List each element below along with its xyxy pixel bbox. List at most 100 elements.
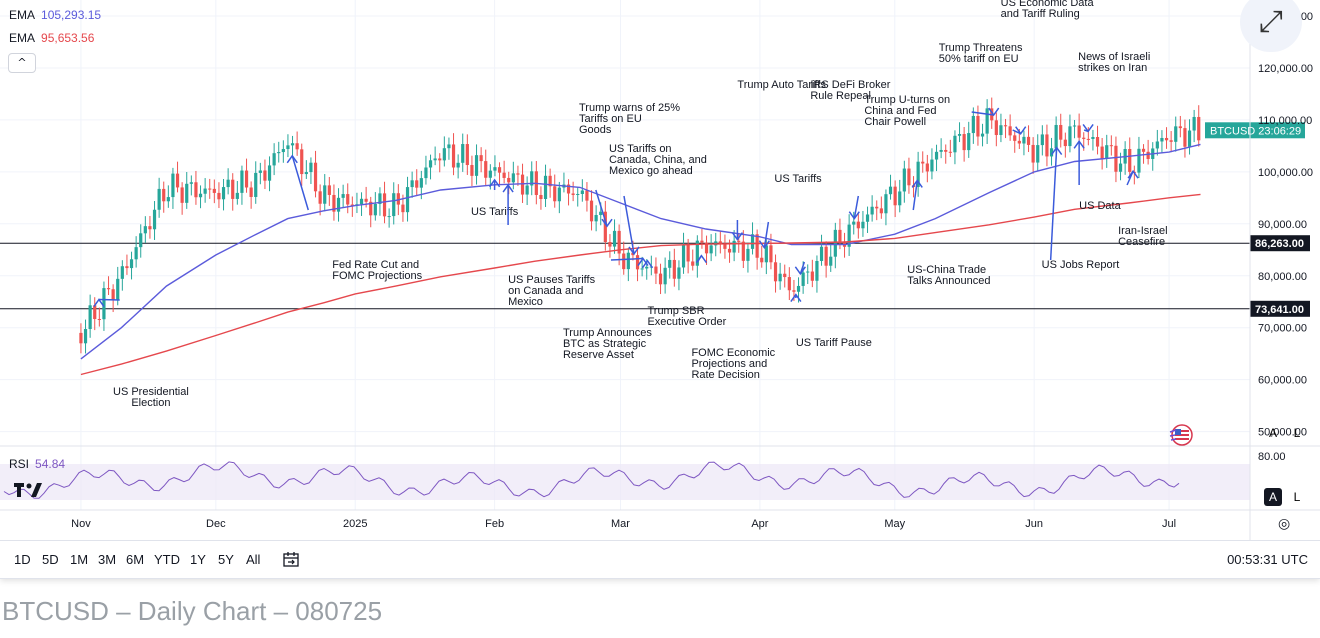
annotation-arrowhead <box>695 254 708 264</box>
price-tick-label: 80,000.00 <box>1258 271 1307 283</box>
price-tick-label: 110,000.00 <box>1258 115 1312 127</box>
candle-body <box>999 125 1003 136</box>
candle-body <box>1008 126 1012 136</box>
candle-body <box>1187 130 1192 147</box>
candle-body <box>994 120 998 136</box>
candle-body <box>971 115 975 134</box>
candle-body <box>484 161 488 178</box>
candle-body <box>290 143 295 146</box>
annotation-label: US-China Trade Talks Announced <box>907 264 990 287</box>
candle-body <box>415 180 419 188</box>
candle-body <box>543 175 548 200</box>
annotation-label: Trump SBR Executive Order <box>647 305 726 328</box>
time-tick-label: May <box>884 518 905 530</box>
candle-body <box>741 241 745 261</box>
candle-body <box>511 173 515 183</box>
time-tick-label: Dec <box>206 518 226 530</box>
log-scale-button[interactable]: L <box>1293 426 1301 440</box>
candle-body <box>212 188 216 193</box>
annotation-arrow <box>763 221 770 248</box>
candle-body <box>152 209 157 230</box>
candle-body <box>346 194 350 205</box>
candle-body <box>677 267 681 279</box>
candle-body <box>244 170 249 188</box>
range-button-5y[interactable]: 5Y <box>218 552 234 567</box>
candle-body <box>1040 134 1044 146</box>
candle-body <box>336 197 341 212</box>
symbol-price-tag <box>1205 122 1305 139</box>
price-level-label: 86,263.00 <box>1255 238 1304 250</box>
rsi-auto-scale-button[interactable]: A <box>1264 488 1282 506</box>
candle-body <box>106 288 111 290</box>
candle-body <box>405 187 410 213</box>
candle-body <box>870 206 874 215</box>
candle-body <box>819 246 824 261</box>
range-button-all[interactable]: All <box>246 552 261 567</box>
candle-body <box>502 172 506 178</box>
candle-body <box>208 188 212 190</box>
time-tick-label: Mar <box>611 518 630 530</box>
candle-body <box>626 252 630 270</box>
range-button-1d[interactable]: 1D <box>14 552 31 567</box>
us-flag-icon[interactable] <box>1168 424 1194 446</box>
candle-body <box>824 246 828 266</box>
candle-body <box>580 190 584 194</box>
annotation-label: US Economic Data and Tariff Ruling <box>1001 0 1095 20</box>
annotation-arrowhead <box>790 293 802 303</box>
range-button-6m[interactable]: 6M <box>126 552 145 567</box>
candle-body <box>1146 151 1150 159</box>
ema-slow-line <box>80 193 1201 376</box>
candle-body <box>88 305 92 330</box>
annotation-label: FOMC Economic Projections and Rate Decisio… <box>691 347 775 381</box>
candle-body <box>300 149 304 175</box>
utc-clock[interactable]: 00:53:31 UTC <box>1227 552 1308 567</box>
annotation-arrowhead <box>1082 123 1094 133</box>
candle-body <box>258 170 262 173</box>
annotation-arrowhead <box>641 259 654 269</box>
annotation-label: Fed Rate Cut and FOMC Projections <box>332 259 422 282</box>
candle-body <box>907 168 911 186</box>
candle-body <box>727 248 732 253</box>
calendar-goto-icon[interactable] <box>282 551 300 569</box>
candle-body <box>198 193 203 198</box>
auto-scale-button[interactable]: A <box>1268 426 1277 440</box>
candle-body <box>194 182 198 198</box>
candle-body <box>847 224 851 247</box>
candle-body <box>612 230 617 247</box>
candle-body <box>1072 125 1077 127</box>
candle-body <box>516 173 520 175</box>
candle-body <box>723 244 727 249</box>
range-button-ytd[interactable]: YTD <box>154 552 180 567</box>
candle-body <box>1169 140 1173 142</box>
candle-body <box>861 221 865 229</box>
candle-body <box>240 170 244 193</box>
candle-body <box>888 186 893 195</box>
chevron-up-icon[interactable]: ^ <box>8 53 36 73</box>
candle-body <box>318 191 322 204</box>
candle-body <box>433 158 437 161</box>
range-button-1m[interactable]: 1M <box>70 552 89 567</box>
candle-body <box>520 174 525 195</box>
candle-body <box>976 115 980 137</box>
candle-body <box>1114 145 1118 172</box>
candle-body <box>691 261 695 266</box>
range-button-5d[interactable]: 5D <box>42 552 59 567</box>
annotation-arrow <box>623 195 635 255</box>
candle-body <box>1137 148 1141 173</box>
range-button-3m[interactable]: 3M <box>98 552 117 567</box>
expand-icon[interactable]: ⤢ <box>1240 0 1302 52</box>
candle-body <box>750 234 755 249</box>
candle-body <box>833 229 837 257</box>
candle-body <box>603 211 607 243</box>
settings-icon[interactable]: ◎ <box>1278 516 1291 532</box>
ema-fast-value: 105,293.15 <box>41 8 102 22</box>
candle-body <box>810 271 814 281</box>
candle-body <box>530 171 534 186</box>
range-button-1y[interactable]: 1Y <box>190 552 206 567</box>
candle-body <box>83 329 88 344</box>
rsi-log-scale-button[interactable]: L <box>1293 490 1301 504</box>
price-chart[interactable]: 80.00 86,263.00 73,641.00 BTCUSD 23:06:29… <box>0 0 1320 540</box>
candle-body <box>1095 137 1100 147</box>
candle-body <box>893 186 897 206</box>
candle-body <box>304 172 308 175</box>
